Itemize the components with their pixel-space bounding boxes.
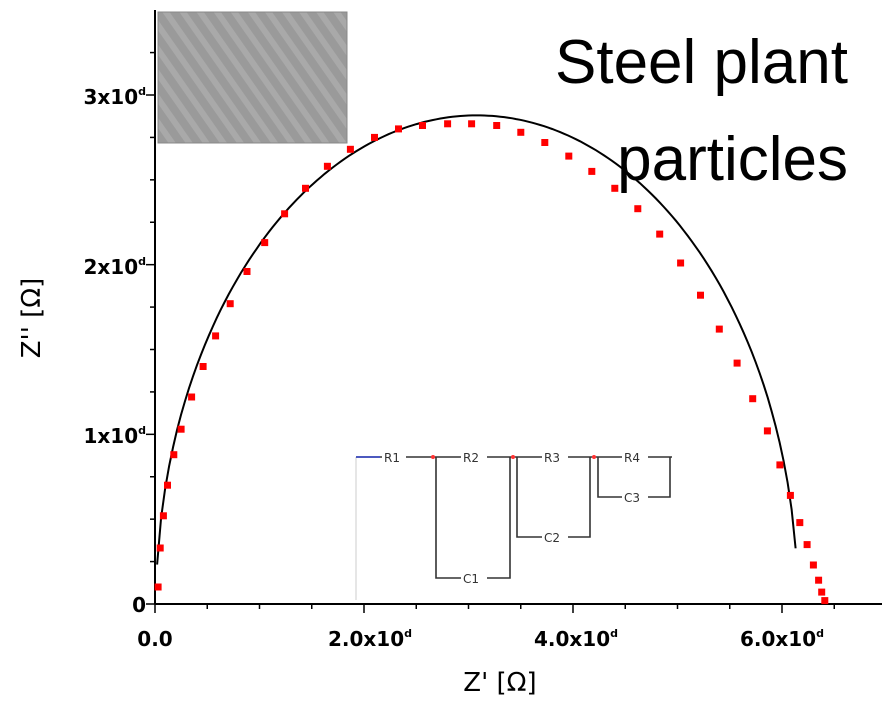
- data-point: [588, 167, 596, 175]
- data-point: [154, 583, 162, 591]
- data-point: [715, 325, 723, 333]
- data-point: [346, 145, 354, 153]
- data-point: [776, 461, 784, 469]
- data-point: [493, 122, 501, 129]
- data-point: [818, 588, 826, 596]
- data-point: [212, 332, 220, 340]
- data-marker-layer: [154, 120, 829, 605]
- x-tick-label: 4.0x10d: [534, 627, 618, 651]
- data-point: [444, 120, 452, 128]
- data-point: [226, 300, 234, 308]
- x-tick-labels: 0.0 2.0x10d 4.0x10d 6.0x10d: [137, 627, 824, 651]
- data-point: [517, 128, 525, 136]
- x-axis-title: Z' [Ω]: [463, 668, 536, 698]
- data-point: [803, 541, 811, 549]
- data-point: [697, 291, 704, 299]
- data-point: [749, 395, 757, 403]
- data-point: [733, 359, 741, 367]
- data-point: [565, 152, 573, 160]
- data-point: [188, 393, 196, 401]
- data-point: [243, 268, 251, 275]
- y-tick-label: 3x10d: [83, 85, 146, 109]
- data-point: [261, 239, 269, 247]
- data-point: [164, 481, 171, 489]
- data-point: [809, 561, 817, 569]
- x-tick-label: 6.0x10d: [740, 627, 824, 651]
- circuit-labels: R1 R2 R3 R4 C1 C2 C3: [382, 450, 648, 586]
- x-tick-label: 2.0x10d: [328, 627, 412, 651]
- circuit-label-c1: C1: [463, 572, 479, 586]
- y-axis-title: Z'' [Ω]: [17, 278, 47, 359]
- data-point: [395, 125, 402, 133]
- data-point: [611, 184, 619, 192]
- circuit-label-r4: R4: [624, 451, 640, 465]
- chart-title: Steel plant particles: [555, 28, 848, 194]
- chart-title-line-1: Steel plant: [555, 28, 848, 97]
- chart-title-line-2: particles: [617, 125, 848, 194]
- axis-ticks: [146, 51, 835, 613]
- circuit-label-r3: R3: [544, 451, 560, 465]
- data-point: [199, 363, 207, 370]
- data-point: [763, 427, 771, 435]
- data-point: [177, 425, 185, 433]
- data-point: [170, 451, 178, 459]
- data-point: [796, 519, 804, 527]
- data-point: [634, 205, 642, 213]
- y-tick-label: 2x10d: [83, 255, 146, 279]
- data-point: [419, 122, 426, 129]
- inset-micrograph: [157, 11, 348, 144]
- y-tick-label: 1x10d: [83, 424, 146, 448]
- x-tick-label: 0.0: [137, 627, 172, 651]
- data-point: [281, 210, 289, 218]
- circuit-label-r2: R2: [463, 451, 479, 465]
- data-point: [541, 139, 549, 146]
- data-point: [677, 259, 685, 267]
- data-point: [468, 120, 476, 128]
- data-point: [656, 230, 664, 238]
- circuit-label-r1: R1: [384, 451, 400, 465]
- data-point: [159, 512, 167, 520]
- circuit-label-c3: C3: [624, 491, 640, 505]
- data-point: [302, 184, 309, 192]
- data-point: [323, 162, 331, 170]
- data-point: [156, 544, 164, 552]
- y-tick-labels: 0 1x10d 2x10d 3x10d: [83, 85, 146, 617]
- data-point: [821, 597, 829, 605]
- y-tick-label: 0: [132, 593, 146, 617]
- equivalent-circuit: [355, 455, 672, 600]
- data-point: [815, 576, 823, 584]
- circuit-label-c2: C2: [544, 531, 560, 545]
- data-point: [371, 133, 378, 141]
- data-point: [786, 491, 794, 499]
